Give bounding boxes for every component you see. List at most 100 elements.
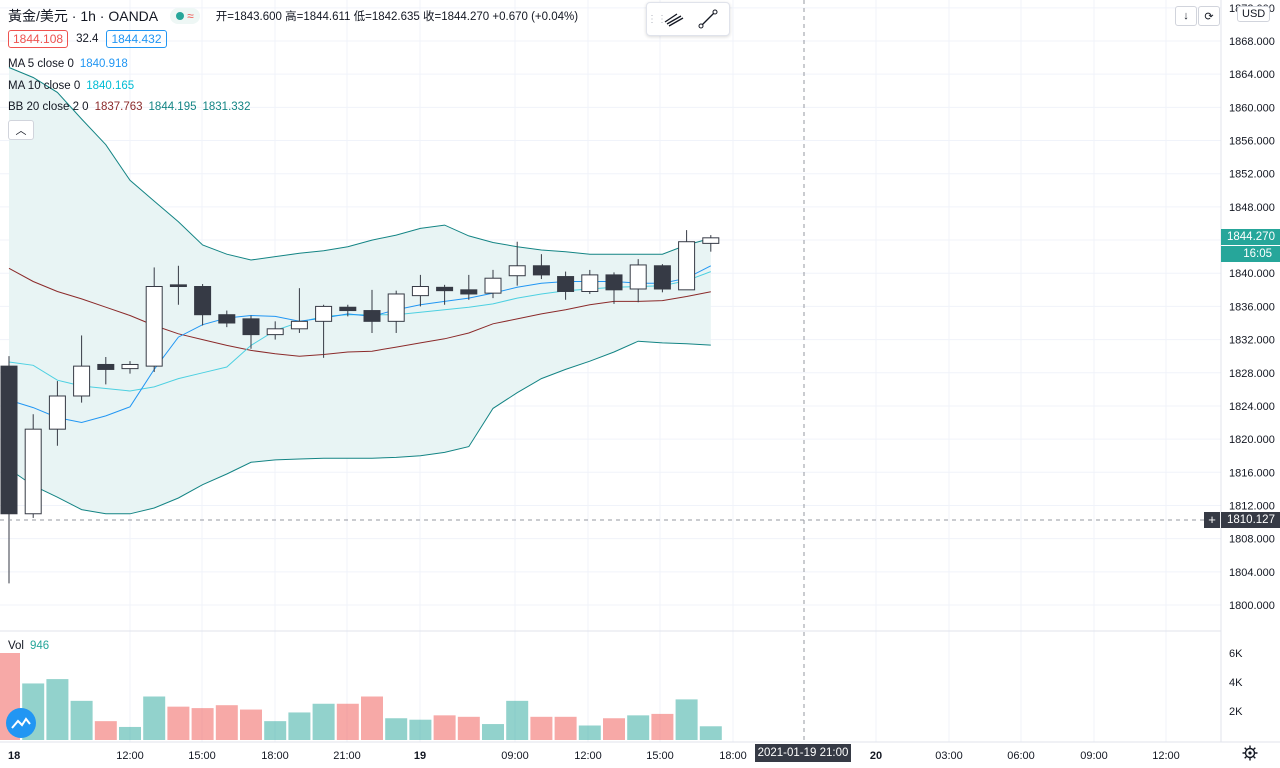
candle bbox=[702, 235, 720, 252]
fullscreen-button[interactable]: ⟳ bbox=[1198, 6, 1220, 26]
y-tick-label: 1864.000 bbox=[1229, 69, 1275, 81]
y-tick-label: 1848.000 bbox=[1229, 202, 1275, 214]
candle bbox=[411, 274, 429, 307]
candle bbox=[436, 284, 454, 305]
y-tick-label: 1868.000 bbox=[1229, 36, 1275, 48]
candle-body bbox=[508, 265, 526, 277]
bb-legend-upper: 1844.195 bbox=[148, 101, 197, 113]
candle-body bbox=[315, 305, 333, 322]
volume-value: 946 bbox=[30, 640, 50, 652]
volume-bar bbox=[482, 724, 504, 740]
y-tick-label: 1816.000 bbox=[1229, 467, 1275, 479]
candle-body bbox=[653, 265, 671, 290]
bb-legend-basis: 1837.763 bbox=[94, 101, 143, 113]
candle-body bbox=[145, 286, 163, 367]
candle bbox=[218, 310, 236, 328]
y-tick-label: 1800.000 bbox=[1229, 600, 1275, 612]
y-tick-label: 1828.000 bbox=[1229, 368, 1275, 380]
volume-bar bbox=[167, 706, 190, 740]
candle-body bbox=[97, 363, 115, 370]
candle-body bbox=[629, 264, 647, 290]
y-tick-label: 1840.000 bbox=[1229, 268, 1275, 280]
y-tick-label: 1836.000 bbox=[1229, 301, 1275, 313]
candle-body bbox=[678, 241, 696, 291]
volume-bar bbox=[409, 719, 432, 740]
candle-body bbox=[266, 328, 284, 336]
x-tick-label: 20 bbox=[870, 750, 882, 762]
x-tick-label: 15:00 bbox=[188, 750, 216, 762]
trend-line-icon bbox=[698, 9, 718, 29]
bollinger-lower-line bbox=[8, 340, 711, 515]
drag-handle-icon[interactable]: ⋮⋮ bbox=[647, 13, 667, 25]
volume-bar bbox=[312, 703, 335, 740]
bb-legend[interactable]: BB 20 close 2 0 1837.763 1844.195 1831.332 bbox=[8, 101, 250, 113]
parallel-channel-button[interactable] bbox=[657, 4, 691, 34]
tradingview-logo[interactable] bbox=[6, 708, 36, 738]
add-alert-icon[interactable]: + bbox=[1204, 512, 1220, 528]
volume-bar bbox=[675, 699, 698, 740]
market-status-badge[interactable]: ≈ bbox=[170, 8, 200, 24]
candle-body bbox=[702, 237, 720, 244]
download-button[interactable]: ↓ bbox=[1175, 6, 1197, 26]
volume-tick-label: 2K bbox=[1229, 706, 1243, 718]
volume-bar bbox=[651, 713, 674, 740]
symbol-title[interactable]: 黃金/美元 · 1h · OANDA bbox=[8, 8, 159, 24]
candle bbox=[653, 264, 671, 293]
x-tick-label: 18:00 bbox=[261, 750, 289, 762]
y-tick-label: 1812.000 bbox=[1229, 500, 1275, 512]
volume-bar bbox=[699, 726, 722, 740]
y-tick-label: 1860.000 bbox=[1229, 102, 1275, 114]
volume-bar bbox=[603, 718, 625, 740]
candle-body bbox=[605, 274, 623, 291]
candle-body bbox=[557, 276, 575, 292]
collapse-legend-button[interactable]: ︿ bbox=[8, 120, 34, 140]
trend-line-button[interactable] bbox=[691, 4, 725, 34]
x-tick-label: 21:00 bbox=[333, 750, 361, 762]
candle bbox=[290, 288, 308, 333]
currency-label[interactable]: USD bbox=[1237, 6, 1271, 22]
ma5-legend-label: MA 5 close 0 bbox=[8, 58, 74, 70]
volume-bar bbox=[554, 716, 577, 740]
ohlc-values: 开=1843.600 高=1844.611 低=1842.635 收=1844.… bbox=[215, 11, 579, 23]
volume-bar bbox=[627, 715, 650, 740]
bollinger-band-fill bbox=[9, 67, 711, 514]
chart-header: 黃金/美元 · 1h · OANDA ≈ 开=1843.600 高=1844.6… bbox=[8, 6, 578, 26]
y-tick-label: 1808.000 bbox=[1229, 534, 1275, 546]
candle bbox=[557, 271, 575, 300]
ma5-legend[interactable]: MA 5 close 0 1840.918 bbox=[8, 58, 128, 70]
sell-price-box[interactable]: 1844.108 bbox=[8, 30, 69, 48]
x-tick-label: 12:00 bbox=[1152, 750, 1180, 762]
candle bbox=[242, 315, 260, 349]
ma10-legend-value: 1840.165 bbox=[86, 80, 135, 92]
y-tick-label: 1856.000 bbox=[1229, 136, 1275, 148]
ma10-legend-label: MA 10 close 0 bbox=[8, 80, 81, 92]
settings-button[interactable] bbox=[1242, 745, 1258, 761]
candle bbox=[97, 357, 115, 385]
ma5-legend-value: 1840.918 bbox=[79, 58, 128, 70]
volume-bar bbox=[361, 696, 383, 740]
x-tick-label: 09:00 bbox=[1080, 750, 1108, 762]
candle-body bbox=[0, 365, 18, 515]
candle bbox=[484, 269, 502, 299]
candle bbox=[266, 321, 284, 340]
arrow-down-icon: ↓ bbox=[1183, 10, 1189, 22]
volume-bar bbox=[264, 721, 287, 740]
volume-bar bbox=[385, 718, 408, 740]
bollinger-upper-line bbox=[8, 67, 711, 261]
candle bbox=[48, 381, 66, 446]
volume-label: Vol bbox=[8, 640, 24, 652]
ma10-legend[interactable]: MA 10 close 0 1840.165 bbox=[8, 80, 134, 92]
candle bbox=[73, 335, 91, 403]
volume-bar bbox=[506, 700, 529, 740]
candle-body bbox=[290, 320, 308, 330]
bollinger-basis-line bbox=[8, 267, 711, 357]
candle-body bbox=[436, 286, 454, 292]
y-tick-label: 1804.000 bbox=[1229, 567, 1275, 579]
buy-price-box[interactable]: 1844.432 bbox=[106, 30, 167, 48]
bb-legend-lower: 1831.332 bbox=[202, 101, 251, 113]
candle bbox=[339, 304, 357, 317]
volume-legend[interactable]: Vol 946 bbox=[8, 640, 49, 652]
candle-body bbox=[581, 274, 599, 292]
spread-value: 32.4 bbox=[76, 33, 99, 45]
